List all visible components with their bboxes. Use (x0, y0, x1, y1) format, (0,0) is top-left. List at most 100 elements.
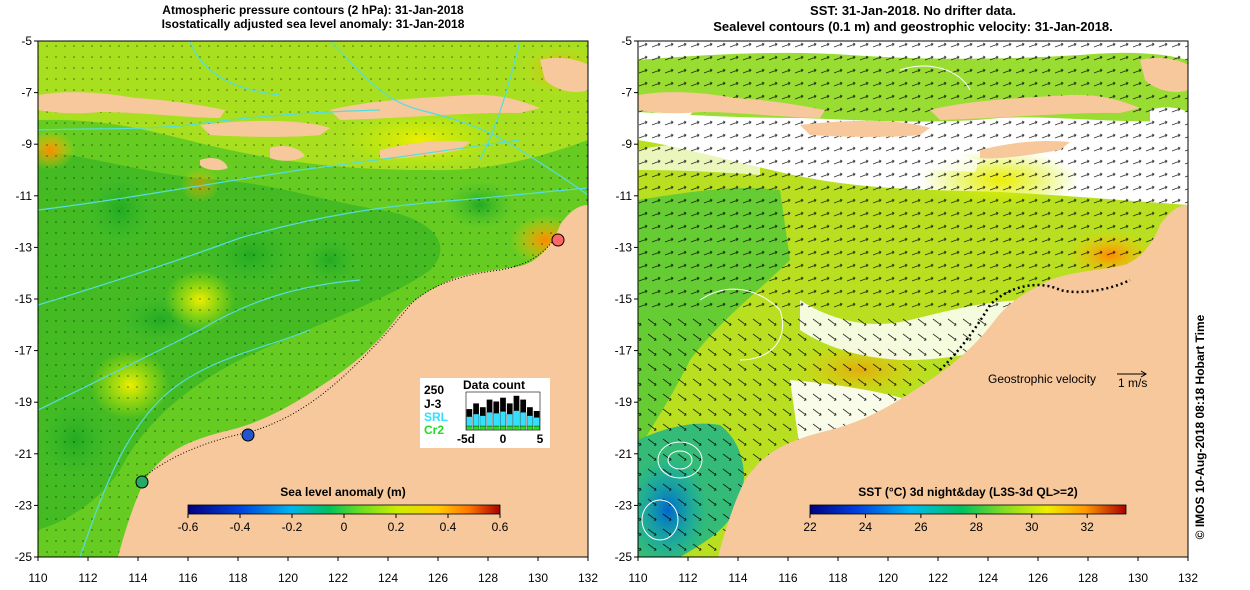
colorbar-tick-label: -0.2 (282, 520, 303, 534)
y-tick-label: -19 (15, 395, 33, 409)
colorbar-tick-label: 22 (803, 520, 817, 534)
dc-bar-j3 (466, 409, 473, 417)
data-count-inset: 250 Data count J-3 SRL Cr2 -5d 0 5 (420, 378, 550, 448)
dc-bar-srl (526, 415, 533, 427)
y-tick-label: -11 (16, 189, 33, 203)
left-map-title: Atmospheric pressure contours (2 hPa): 3… (38, 3, 588, 31)
right-title-line2: Sealevel contours (0.1 m) and geostrophi… (713, 19, 1113, 34)
tide-gauge-marker (241, 428, 255, 442)
velocity-scale-arrowhead (1140, 370, 1147, 378)
data-count-bars (465, 391, 541, 431)
dc-bar-j3 (493, 401, 500, 414)
dc-bar-srl (513, 410, 520, 427)
y-tick-label: -15 (15, 292, 33, 306)
colorbar-tick-label: 0.6 (492, 520, 509, 534)
dc-bar-srl (493, 413, 500, 427)
data-count-title: Data count (463, 378, 525, 392)
sealevel-contours (641, 65, 971, 541)
legend-j3: J-3 (424, 397, 442, 411)
y-tick-label: -21 (615, 447, 633, 461)
colorbar-tick-label: 0.4 (440, 520, 457, 534)
x-tick-label: 116 (778, 571, 797, 585)
y-tick-label: -23 (15, 498, 33, 512)
dc-bar-cr2 (479, 425, 486, 431)
sst-colorbar: SST (°C) 3d night&day (L3S-3d QL>=2) 22 2… (803, 485, 1127, 534)
x-tick-label: 124 (978, 571, 998, 585)
y-tick-label: -5 (21, 34, 32, 48)
x-tick-label: 110 (28, 571, 47, 585)
legend-srl: SRL (424, 410, 448, 424)
x-tick-label: 112 (78, 571, 97, 585)
y-tick-label: -7 (621, 86, 632, 100)
legend-cr2: Cr2 (424, 423, 444, 437)
coastline-kimberley (939, 278, 1131, 371)
dc-bar-j3 (520, 399, 527, 413)
dc-bar-cr2 (466, 425, 473, 431)
colorbar-tick-label: -0.4 (230, 520, 251, 534)
y-tick-label: -13 (15, 240, 33, 254)
colorbar-tick-label: 28 (970, 520, 984, 534)
y-tick-label: -15 (615, 292, 633, 306)
colorbar-tick-label: 26 (914, 520, 928, 534)
y-tick-label: -9 (21, 137, 32, 151)
tide-gauge-marker (551, 233, 565, 247)
x-tick-label: 132 (1178, 571, 1198, 585)
dc-xlabel-start: -5d (457, 432, 475, 446)
x-tick-label: 120 (278, 571, 298, 585)
x-tick-label: 112 (678, 571, 697, 585)
dc-bar-cr2 (513, 425, 520, 431)
right-y-axis: -5 -7 -9 -11 -13 -15 -17 -19 -21 -23 -25 (615, 34, 638, 564)
x-tick-label: 122 (928, 571, 948, 585)
colorbar-tick-label: 0.2 (388, 520, 405, 534)
coastline-dotted (139, 237, 556, 481)
dc-xlabel-end: 5 (537, 432, 544, 446)
colorbar-tick-label: 24 (859, 520, 873, 534)
left-x-axis: 110 112 114 116 118 120 122 124 126 128 130 132 (28, 557, 598, 585)
islands (38, 57, 588, 171)
dc-bar-j3 (533, 411, 540, 418)
sst-colorbar-bar (809, 504, 1127, 515)
velocity-scale: Geostrophic velocity 1 m/s (988, 370, 1147, 390)
x-tick-label: 114 (128, 571, 147, 585)
y-tick-label: -7 (21, 86, 32, 100)
x-tick-label: 128 (478, 571, 498, 585)
x-tick-label: 110 (628, 571, 647, 585)
imos-credit: © IMOS 10-Aug-2018 08:18 Hobart Time (1190, 290, 1210, 570)
australia-mainland-right (718, 205, 1188, 557)
y-tick-label: -17 (15, 344, 33, 358)
y-tick-label: -13 (615, 240, 633, 254)
y-tick-label: -25 (615, 550, 633, 564)
dc-bar-srl (473, 413, 480, 427)
velocity-arrows-north (638, 41, 1188, 311)
dc-bar-j3 (479, 407, 486, 416)
imos-credit-text: © IMOS 10-Aug-2018 08:18 Hobart Time (1193, 314, 1207, 540)
right-map (638, 41, 1188, 557)
tide-gauge-marker (135, 475, 149, 489)
x-tick-label: 132 (578, 571, 598, 585)
y-tick-label: -5 (621, 34, 632, 48)
x-tick-label: 122 (328, 571, 348, 585)
sla-colorbar-title: Sea level anomaly (m) (280, 485, 405, 499)
y-tick-label: -11 (616, 189, 633, 203)
y-tick-label: -19 (615, 395, 633, 409)
dc-bar-srl (486, 412, 493, 427)
dc-bar-j3 (486, 399, 493, 413)
dc-bar-cr2 (499, 425, 507, 431)
dc-bar-srl (499, 411, 507, 427)
x-tick-label: 126 (428, 571, 448, 585)
dc-bar-srl (479, 415, 486, 427)
x-tick-label: 130 (1128, 571, 1148, 585)
right-x-axis: 110 112 114 116 118 120 122 124 126 128 130 132 (628, 557, 1198, 585)
dc-bar-srl (520, 412, 527, 427)
x-tick-label: 118 (828, 571, 847, 585)
dc-bar-srl (533, 417, 540, 427)
x-tick-label: 128 (1078, 571, 1098, 585)
sst-colorbar-ticks: 22 24 26 28 30 32 (803, 514, 1094, 534)
australia-mainland (118, 205, 588, 557)
dc-bar-cr2 (520, 425, 527, 431)
left-y-axis: -5 -7 -9 -11 -13 -15 -17 -19 -21 -23 -25 (15, 34, 38, 564)
colorbar-tick-label: 30 (1025, 520, 1039, 534)
x-tick-label: 126 (1028, 571, 1048, 585)
islands-right (638, 57, 1188, 159)
